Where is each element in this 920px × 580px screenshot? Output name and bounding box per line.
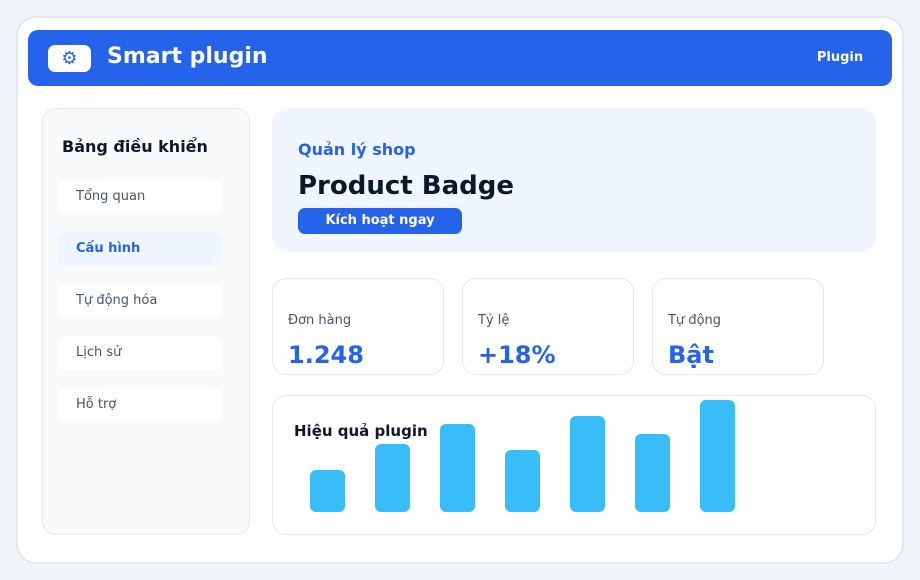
stat-value: Bật — [668, 341, 714, 369]
bar — [440, 424, 475, 512]
bar — [700, 400, 735, 512]
sidebar — [42, 108, 250, 535]
nav-item[interactable]: Tổng quan — [58, 180, 222, 214]
bar — [310, 470, 345, 512]
stat-label: Tự động — [668, 313, 722, 328]
stat-value: +18% — [478, 341, 556, 369]
nav-item[interactable]: Hỗ trợ — [58, 388, 222, 422]
stat-card: Đơn hàng 1.248 — [272, 278, 444, 375]
hero-button[interactable]: Kích hoạt ngay — [298, 208, 462, 234]
header-link[interactable]: Plugin — [816, 50, 864, 65]
bar — [375, 444, 410, 512]
nav-item[interactable]: Lịch sử — [58, 336, 222, 370]
bar — [505, 450, 540, 512]
hero-kicker: Quản lý shop — [298, 140, 416, 159]
nav-item[interactable]: Tự động hóa — [58, 284, 222, 318]
bar — [570, 416, 605, 512]
hero-title: Product Badge — [298, 171, 514, 201]
stat-card: Tự động Bật — [652, 278, 824, 375]
header-title: Smart plugin — [107, 44, 268, 69]
header — [28, 30, 892, 86]
stat-value: 1.248 — [288, 341, 364, 369]
stat-card: Tỷ lệ +18% — [462, 278, 634, 375]
stat-label: Tỷ lệ — [478, 313, 510, 328]
stat-label: Đơn hàng — [288, 313, 352, 328]
nav-item[interactable]: Cấu hình — [58, 232, 222, 266]
sidebar-title: Bảng điều khiển — [62, 137, 208, 156]
bar — [635, 434, 670, 512]
chart-title: Hiệu quả plugin — [294, 422, 428, 440]
header-icon[interactable]: ⚙ — [48, 45, 91, 72]
